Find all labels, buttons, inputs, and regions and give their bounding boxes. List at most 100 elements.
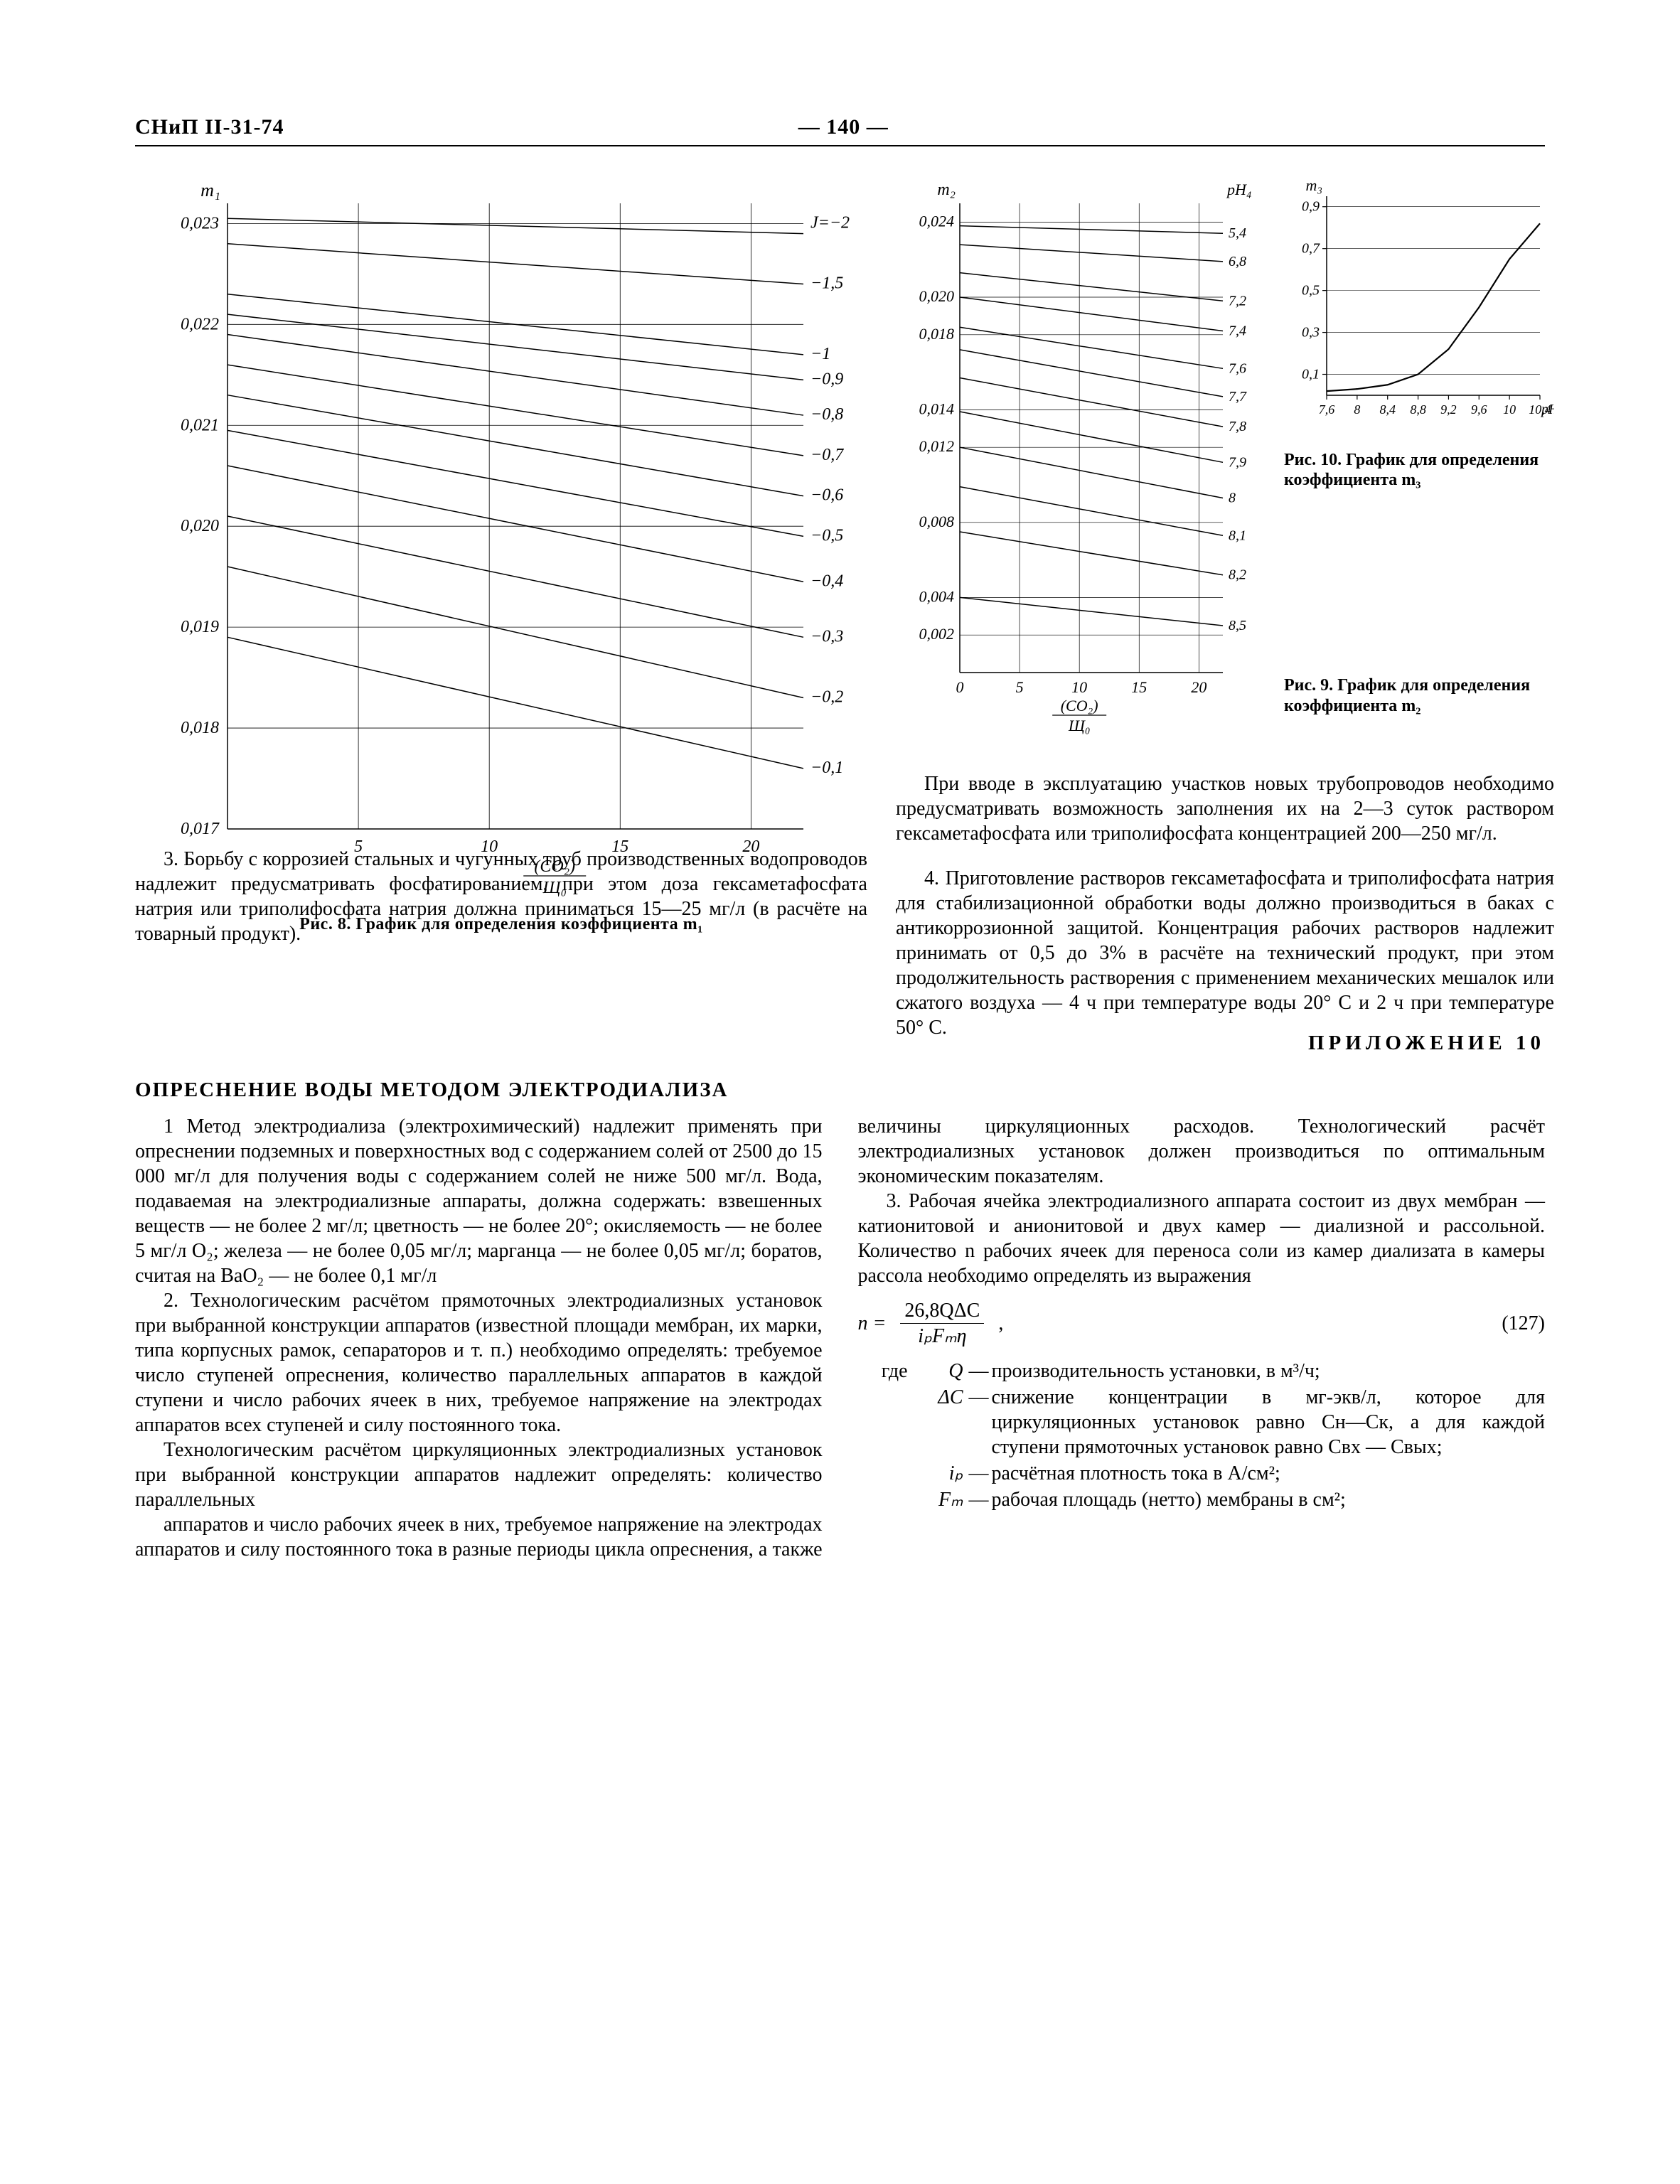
svg-text:8,8: 8,8 <box>1410 402 1426 417</box>
svg-text:7,8: 7,8 <box>1229 419 1246 434</box>
svg-text:m₁: m₁ <box>200 180 220 200</box>
where-def-2: расчётная плотность тока в А/см²; <box>992 1461 1546 1486</box>
where-def-1: снижение концентрации в мг-экв/л, которо… <box>992 1385 1546 1460</box>
svg-text:−0,8: −0,8 <box>810 405 843 424</box>
svg-text:m₃: m₃ <box>1305 176 1322 194</box>
svg-text:15: 15 <box>1131 678 1147 696</box>
figure-9-caption: Рис. 9. График для определения коэффицие… <box>1284 675 1554 717</box>
where-def-0: производительность установки, в м³/ч; <box>992 1359 1546 1383</box>
svg-text:5: 5 <box>354 837 363 856</box>
svg-text:10: 10 <box>481 837 498 856</box>
svg-text:9,2: 9,2 <box>1440 402 1456 417</box>
section-title: ОПРЕСНЕНИЕ ВОДЫ МЕТОДОМ ЭЛЕКТРОДИАЛИЗА <box>135 1077 1545 1103</box>
svg-text:8,2: 8,2 <box>1229 567 1246 582</box>
svg-text:7,9: 7,9 <box>1229 454 1246 470</box>
where-label: где <box>858 1359 908 1383</box>
svg-text:0,3: 0,3 <box>1302 324 1320 340</box>
svg-text:9,6: 9,6 <box>1471 402 1487 417</box>
para-s1: 1 Метод электродиализа (электрохимически… <box>135 1114 823 1288</box>
svg-text:0,012: 0,012 <box>919 437 955 455</box>
svg-text:0,1: 0,1 <box>1302 366 1320 382</box>
svg-text:0,5: 0,5 <box>1302 282 1320 298</box>
svg-text:0,019: 0,019 <box>181 618 219 636</box>
svg-text:0,017: 0,017 <box>181 820 220 838</box>
svg-text:0,018: 0,018 <box>919 324 955 342</box>
page-number: — 140 — <box>284 114 1403 141</box>
svg-text:m₂: m₂ <box>937 181 956 199</box>
svg-text:−0,1: −0,1 <box>810 758 843 776</box>
formula-denominator: iₚFₘη <box>900 1324 984 1349</box>
doc-code: СНиП II-31-74 <box>135 114 284 141</box>
svg-text:20: 20 <box>1191 678 1207 696</box>
svg-text:−1,5: −1,5 <box>810 274 843 292</box>
svg-text:Щ₀: Щ₀ <box>1068 717 1091 734</box>
svg-text:0,7: 0,7 <box>1302 240 1320 256</box>
svg-text:0: 0 <box>956 678 964 696</box>
svg-text:5,4: 5,4 <box>1229 225 1246 241</box>
svg-text:7,2: 7,2 <box>1229 293 1246 309</box>
chart-m2: 0,0020,0040,0080,0120,0140,0180,0200,024… <box>896 175 1266 737</box>
svg-text:7,6: 7,6 <box>1229 360 1246 376</box>
svg-text:0,002: 0,002 <box>919 625 955 643</box>
svg-text:8: 8 <box>1229 490 1236 505</box>
formula-127: n = 26,8QΔC iₚFₘη , (127) <box>858 1298 1546 1349</box>
svg-text:(CO₂): (CO₂) <box>534 857 575 876</box>
svg-text:8,5: 8,5 <box>1229 618 1246 633</box>
figure-10-caption: Рис. 10. График для определения коэффици… <box>1284 450 1554 491</box>
svg-text:−0,9: −0,9 <box>810 370 843 388</box>
svg-text:7,6: 7,6 <box>1319 402 1335 417</box>
where-sym-1: ΔC <box>914 1385 963 1460</box>
svg-text:(CO₂): (CO₂) <box>1061 697 1098 714</box>
svg-text:10: 10 <box>1071 678 1087 696</box>
svg-text:Щ₀: Щ₀ <box>542 879 567 897</box>
para-s2: 2. Технологическим расчётом прямоточных … <box>135 1288 823 1438</box>
svg-text:7,4: 7,4 <box>1229 323 1246 338</box>
where-def-3: рабочая площадь (нетто) мембраны в см²; <box>992 1487 1546 1512</box>
svg-text:0,020: 0,020 <box>181 517 219 535</box>
formula-lhs: n = <box>858 1311 887 1336</box>
chart-m1: 0,017 0,018 0,019 0,020 0,021 0,022 0,023 5 10 15… <box>135 175 867 900</box>
svg-text:pH₅: pH₅ <box>1540 402 1554 417</box>
figure-10: 0,10,30,50,70,97,688,48,89,29,61010,4pH₅… <box>1284 175 1554 437</box>
para-s3: 3. Рабочая ячейка электродиализного аппа… <box>858 1189 1546 1288</box>
chart-m3: 0,10,30,50,70,97,688,48,89,29,61010,4pH₅… <box>1284 175 1554 431</box>
svg-text:8: 8 <box>1354 402 1360 417</box>
svg-text:0,020: 0,020 <box>919 287 955 305</box>
formula-number: (127) <box>1502 1311 1545 1336</box>
formula-fraction: 26,8QΔC iₚFₘη <box>900 1298 984 1349</box>
svg-text:0,022: 0,022 <box>181 315 219 333</box>
svg-text:−0,5: −0,5 <box>810 526 843 545</box>
para-pipeline-commissioning: При вводе в эксплуатацию участков новых … <box>896 771 1554 846</box>
where-sym-3: Fₘ <box>914 1487 963 1512</box>
svg-text:20: 20 <box>742 837 759 856</box>
formula-numerator: 26,8QΔC <box>900 1298 984 1324</box>
svg-text:pH₄: pH₄ <box>1226 181 1252 198</box>
svg-text:−0,4: −0,4 <box>810 572 843 590</box>
para-s2b: Технологическим расчётом циркуляционных … <box>135 1438 823 1512</box>
svg-text:−1: −1 <box>810 344 830 363</box>
svg-text:−0,6: −0,6 <box>810 486 843 504</box>
svg-text:J=−2: J=−2 <box>810 213 850 232</box>
figure-9: 0,0020,0040,0080,0120,0140,0180,0200,024… <box>896 175 1266 743</box>
svg-text:8,4: 8,4 <box>1379 402 1396 417</box>
para-item-4: 4. Приготовление растворов гексаметафосф… <box>896 866 1554 1040</box>
svg-text:−0,2: −0,2 <box>810 687 843 706</box>
where-block: где Q — производительность установки, в … <box>858 1359 1546 1512</box>
svg-text:15: 15 <box>611 837 628 856</box>
svg-text:5: 5 <box>1016 678 1024 696</box>
page-header: СНиП II-31-74 — 140 — <box>135 114 1545 146</box>
svg-text:0,023: 0,023 <box>181 214 219 232</box>
svg-text:7,7: 7,7 <box>1229 388 1247 404</box>
svg-text:0,018: 0,018 <box>181 719 219 737</box>
svg-text:0,004: 0,004 <box>919 587 955 605</box>
figure-8-caption: Рис. 8. График для определения коэффицие… <box>135 914 867 935</box>
svg-text:8,1: 8,1 <box>1229 528 1246 543</box>
svg-text:0,014: 0,014 <box>919 400 955 417</box>
svg-text:0,021: 0,021 <box>181 416 219 434</box>
svg-text:−0,7: −0,7 <box>810 445 844 464</box>
figure-8: 0,017 0,018 0,019 0,020 0,021 0,022 0,023 5 10 15… <box>135 175 867 1060</box>
svg-text:0,024: 0,024 <box>919 212 955 230</box>
where-sym-2: iₚ <box>914 1461 963 1486</box>
svg-text:0,9: 0,9 <box>1302 198 1320 214</box>
svg-text:6,8: 6,8 <box>1229 253 1246 269</box>
